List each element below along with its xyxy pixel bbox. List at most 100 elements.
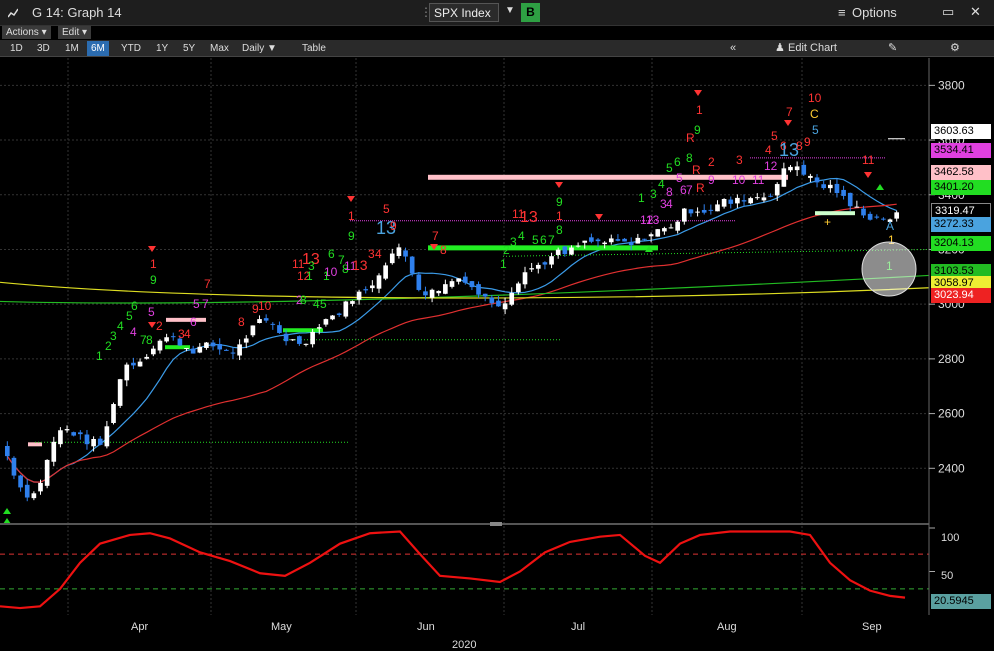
candle-body (648, 234, 654, 237)
sequential-label: 4 (184, 327, 191, 341)
sequential-label: 8 (686, 151, 693, 165)
range-ytd[interactable]: YTD (121, 43, 141, 54)
close-icon[interactable]: ✕ (970, 4, 981, 19)
sequential-label: R (692, 163, 701, 177)
annotate-icon[interactable]: ✎ (888, 42, 898, 54)
candle-body (396, 247, 402, 256)
sell-arrow-icon (784, 120, 792, 126)
settings-gear-icon[interactable]: ⚙ (950, 42, 960, 54)
month-jun: Jun (417, 621, 435, 633)
candle-body (71, 432, 77, 436)
options-button[interactable]: Options (852, 5, 897, 20)
sequential-label: 2 (105, 339, 112, 353)
candle-body (97, 438, 103, 445)
sequential-label: 5 (676, 171, 683, 185)
candle-body (84, 434, 90, 445)
sequential-label: 1 (696, 103, 703, 117)
price-tag: 3272.33 (931, 217, 991, 232)
hamburger-icon[interactable]: ≡ (838, 5, 846, 20)
sequential-label: A (886, 219, 894, 233)
sequential-label: 8 (666, 185, 673, 199)
candle-body (881, 218, 886, 220)
candle-body (243, 338, 249, 343)
sequential-label: 1 (323, 269, 330, 283)
price-tag: 3319.47 (931, 203, 991, 218)
candle-body (774, 184, 780, 196)
resistance-bar (28, 442, 42, 447)
sequential-label: 10 (258, 299, 272, 313)
candle-body (429, 289, 435, 298)
period-dropdown[interactable]: Daily ▼ (242, 43, 277, 54)
buy-arrow-icon (3, 508, 11, 514)
sequential-label: 7 (686, 183, 693, 197)
candle-body (197, 346, 203, 353)
range-6m[interactable]: 6M (87, 41, 109, 56)
range-1d[interactable]: 1D (10, 43, 23, 54)
resistance-bar (428, 174, 788, 180)
candle-body (283, 333, 289, 342)
month-may: May (271, 621, 292, 633)
candle-body (708, 209, 714, 211)
candle-body (701, 209, 707, 213)
sequential-label: 2 (708, 155, 715, 169)
candle-body (808, 175, 813, 178)
actions-row: Actions ▾ Edit ▾ (0, 26, 994, 39)
sell-arrow-icon (694, 90, 702, 96)
security-input[interactable]: SPX Index (429, 3, 499, 22)
sequential-label: 4 (658, 177, 665, 191)
collapse-icon[interactable]: « (730, 42, 737, 54)
actions-menu[interactable]: Actions ▾ (2, 26, 51, 39)
candle-body (237, 344, 242, 356)
table-button[interactable]: Table (302, 43, 326, 54)
sequential-label: 12 (297, 269, 311, 283)
security-dropdown-icon[interactable]: ▼ (505, 5, 515, 16)
range-5y[interactable]: 5Y (183, 43, 196, 54)
candle-body (535, 264, 541, 269)
buy-arrow-icon (645, 246, 653, 252)
candle-body (64, 429, 70, 431)
sequential-label: 9 (708, 173, 715, 187)
edit-chart-icon[interactable]: ♟ (775, 42, 785, 54)
candle-body (688, 209, 694, 214)
sequential-label: 9 (694, 123, 701, 137)
candle-body (462, 276, 468, 283)
candle-body (277, 325, 282, 333)
sequential-label: 13 (646, 213, 660, 227)
candle-body (668, 227, 674, 229)
candle-body (642, 238, 647, 240)
edit-chart-button[interactable]: Edit Chart (788, 42, 837, 54)
candle-body (549, 256, 554, 265)
sequential-label: 4 (765, 143, 772, 157)
sequential-label: 1 (888, 233, 895, 247)
panel-splitter[interactable] (490, 522, 502, 526)
sequential-label: 11 (344, 259, 357, 273)
range-1y[interactable]: 1Y (156, 43, 169, 54)
candle-body (11, 457, 17, 476)
sequential-label: R (696, 181, 705, 195)
candle-body (741, 200, 747, 202)
candle-body (44, 459, 50, 486)
sequential-label: 5 (532, 233, 539, 247)
sequential-label: 7 (786, 105, 793, 119)
sell-arrow-icon (595, 214, 603, 220)
candle-body (124, 364, 130, 381)
candle-body (834, 183, 840, 194)
ma-short-line (6, 177, 897, 483)
chart-grid (0, 58, 929, 615)
sequential-label: R (686, 131, 695, 145)
range-max[interactable]: Max (210, 43, 229, 54)
minimize-icon[interactable]: ▭ (942, 4, 955, 19)
candle-body (164, 337, 169, 342)
bloomberg-badge[interactable]: B (521, 3, 540, 22)
range-3d[interactable]: 3D (37, 43, 50, 54)
cursor-circle[interactable] (861, 241, 917, 297)
sequential-label: 4 (313, 297, 320, 311)
sequential-label: 3 (368, 247, 375, 261)
sequential-label: 11 (512, 207, 525, 221)
sequential-label: 5 (383, 202, 390, 216)
range-1m[interactable]: 1M (65, 43, 79, 54)
edit-menu[interactable]: Edit ▾ (58, 26, 92, 39)
candle-body (735, 197, 740, 204)
candle-body (715, 204, 720, 212)
